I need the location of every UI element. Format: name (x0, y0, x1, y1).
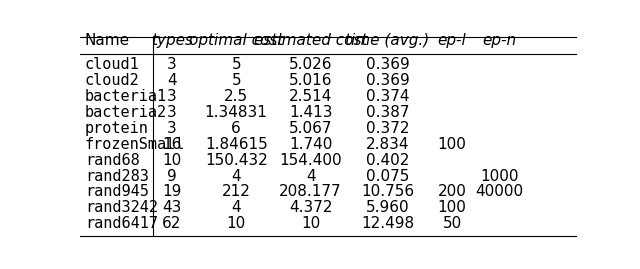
Text: 3: 3 (167, 57, 177, 72)
Text: 5: 5 (232, 73, 241, 88)
Text: ep-n: ep-n (482, 33, 516, 48)
Text: 12.498: 12.498 (361, 216, 414, 231)
Text: 4: 4 (232, 168, 241, 183)
Text: 2.834: 2.834 (366, 137, 409, 152)
Text: 5.960: 5.960 (365, 200, 410, 215)
Text: 3: 3 (167, 105, 177, 120)
Text: bacteria2: bacteria2 (85, 105, 167, 120)
Text: 1.413: 1.413 (289, 105, 332, 120)
Text: optimal cost: optimal cost (189, 33, 284, 48)
Text: 9: 9 (167, 168, 177, 183)
Text: 5: 5 (232, 57, 241, 72)
Text: 10.756: 10.756 (361, 185, 414, 200)
Text: rand3242: rand3242 (85, 200, 158, 215)
Text: 154.400: 154.400 (279, 153, 342, 168)
Text: 40000: 40000 (475, 185, 523, 200)
Text: rand68: rand68 (85, 153, 140, 168)
Text: 4: 4 (306, 168, 316, 183)
Text: 19: 19 (162, 185, 182, 200)
Text: 10: 10 (227, 216, 246, 231)
Text: time (avg.): time (avg.) (346, 33, 429, 48)
Text: 200: 200 (438, 185, 467, 200)
Text: 5.067: 5.067 (289, 121, 332, 136)
Text: cloud2: cloud2 (85, 73, 140, 88)
Text: 16: 16 (162, 137, 182, 152)
Text: rand945: rand945 (85, 185, 149, 200)
Text: 3: 3 (167, 121, 177, 136)
Text: 0.075: 0.075 (366, 168, 409, 183)
Text: 50: 50 (442, 216, 461, 231)
Text: 208.177: 208.177 (279, 185, 342, 200)
Text: rand6417: rand6417 (85, 216, 158, 231)
Text: frozenSmall: frozenSmall (85, 137, 186, 152)
Text: 0.369: 0.369 (365, 73, 410, 88)
Text: 0.374: 0.374 (366, 89, 409, 104)
Text: types: types (151, 33, 193, 48)
Text: 0.387: 0.387 (366, 105, 409, 120)
Text: 1.84615: 1.84615 (205, 137, 268, 152)
Text: 62: 62 (162, 216, 182, 231)
Text: 0.369: 0.369 (365, 57, 410, 72)
Text: 150.432: 150.432 (205, 153, 268, 168)
Text: estimated cost: estimated cost (254, 33, 367, 48)
Text: 2.5: 2.5 (224, 89, 248, 104)
Text: 1.34831: 1.34831 (205, 105, 268, 120)
Text: 212: 212 (222, 185, 251, 200)
Text: 3: 3 (167, 89, 177, 104)
Text: rand283: rand283 (85, 168, 149, 183)
Text: 10: 10 (301, 216, 320, 231)
Text: 4.372: 4.372 (289, 200, 332, 215)
Text: 10: 10 (162, 153, 181, 168)
Text: 43: 43 (162, 200, 182, 215)
Text: 0.372: 0.372 (366, 121, 409, 136)
Text: 100: 100 (438, 137, 467, 152)
Text: ep-l: ep-l (438, 33, 467, 48)
Text: 100: 100 (438, 200, 467, 215)
Text: 5.026: 5.026 (289, 57, 332, 72)
Text: 0.402: 0.402 (366, 153, 409, 168)
Text: 4: 4 (167, 73, 177, 88)
Text: 5.016: 5.016 (289, 73, 332, 88)
Text: 1000: 1000 (480, 168, 518, 183)
Text: 2.514: 2.514 (289, 89, 332, 104)
Text: cloud1: cloud1 (85, 57, 140, 72)
Text: protein: protein (85, 121, 149, 136)
Text: 6: 6 (232, 121, 241, 136)
Text: 1.740: 1.740 (289, 137, 332, 152)
Text: bacteria1: bacteria1 (85, 89, 167, 104)
Text: Name: Name (85, 33, 130, 48)
Text: 4: 4 (232, 200, 241, 215)
